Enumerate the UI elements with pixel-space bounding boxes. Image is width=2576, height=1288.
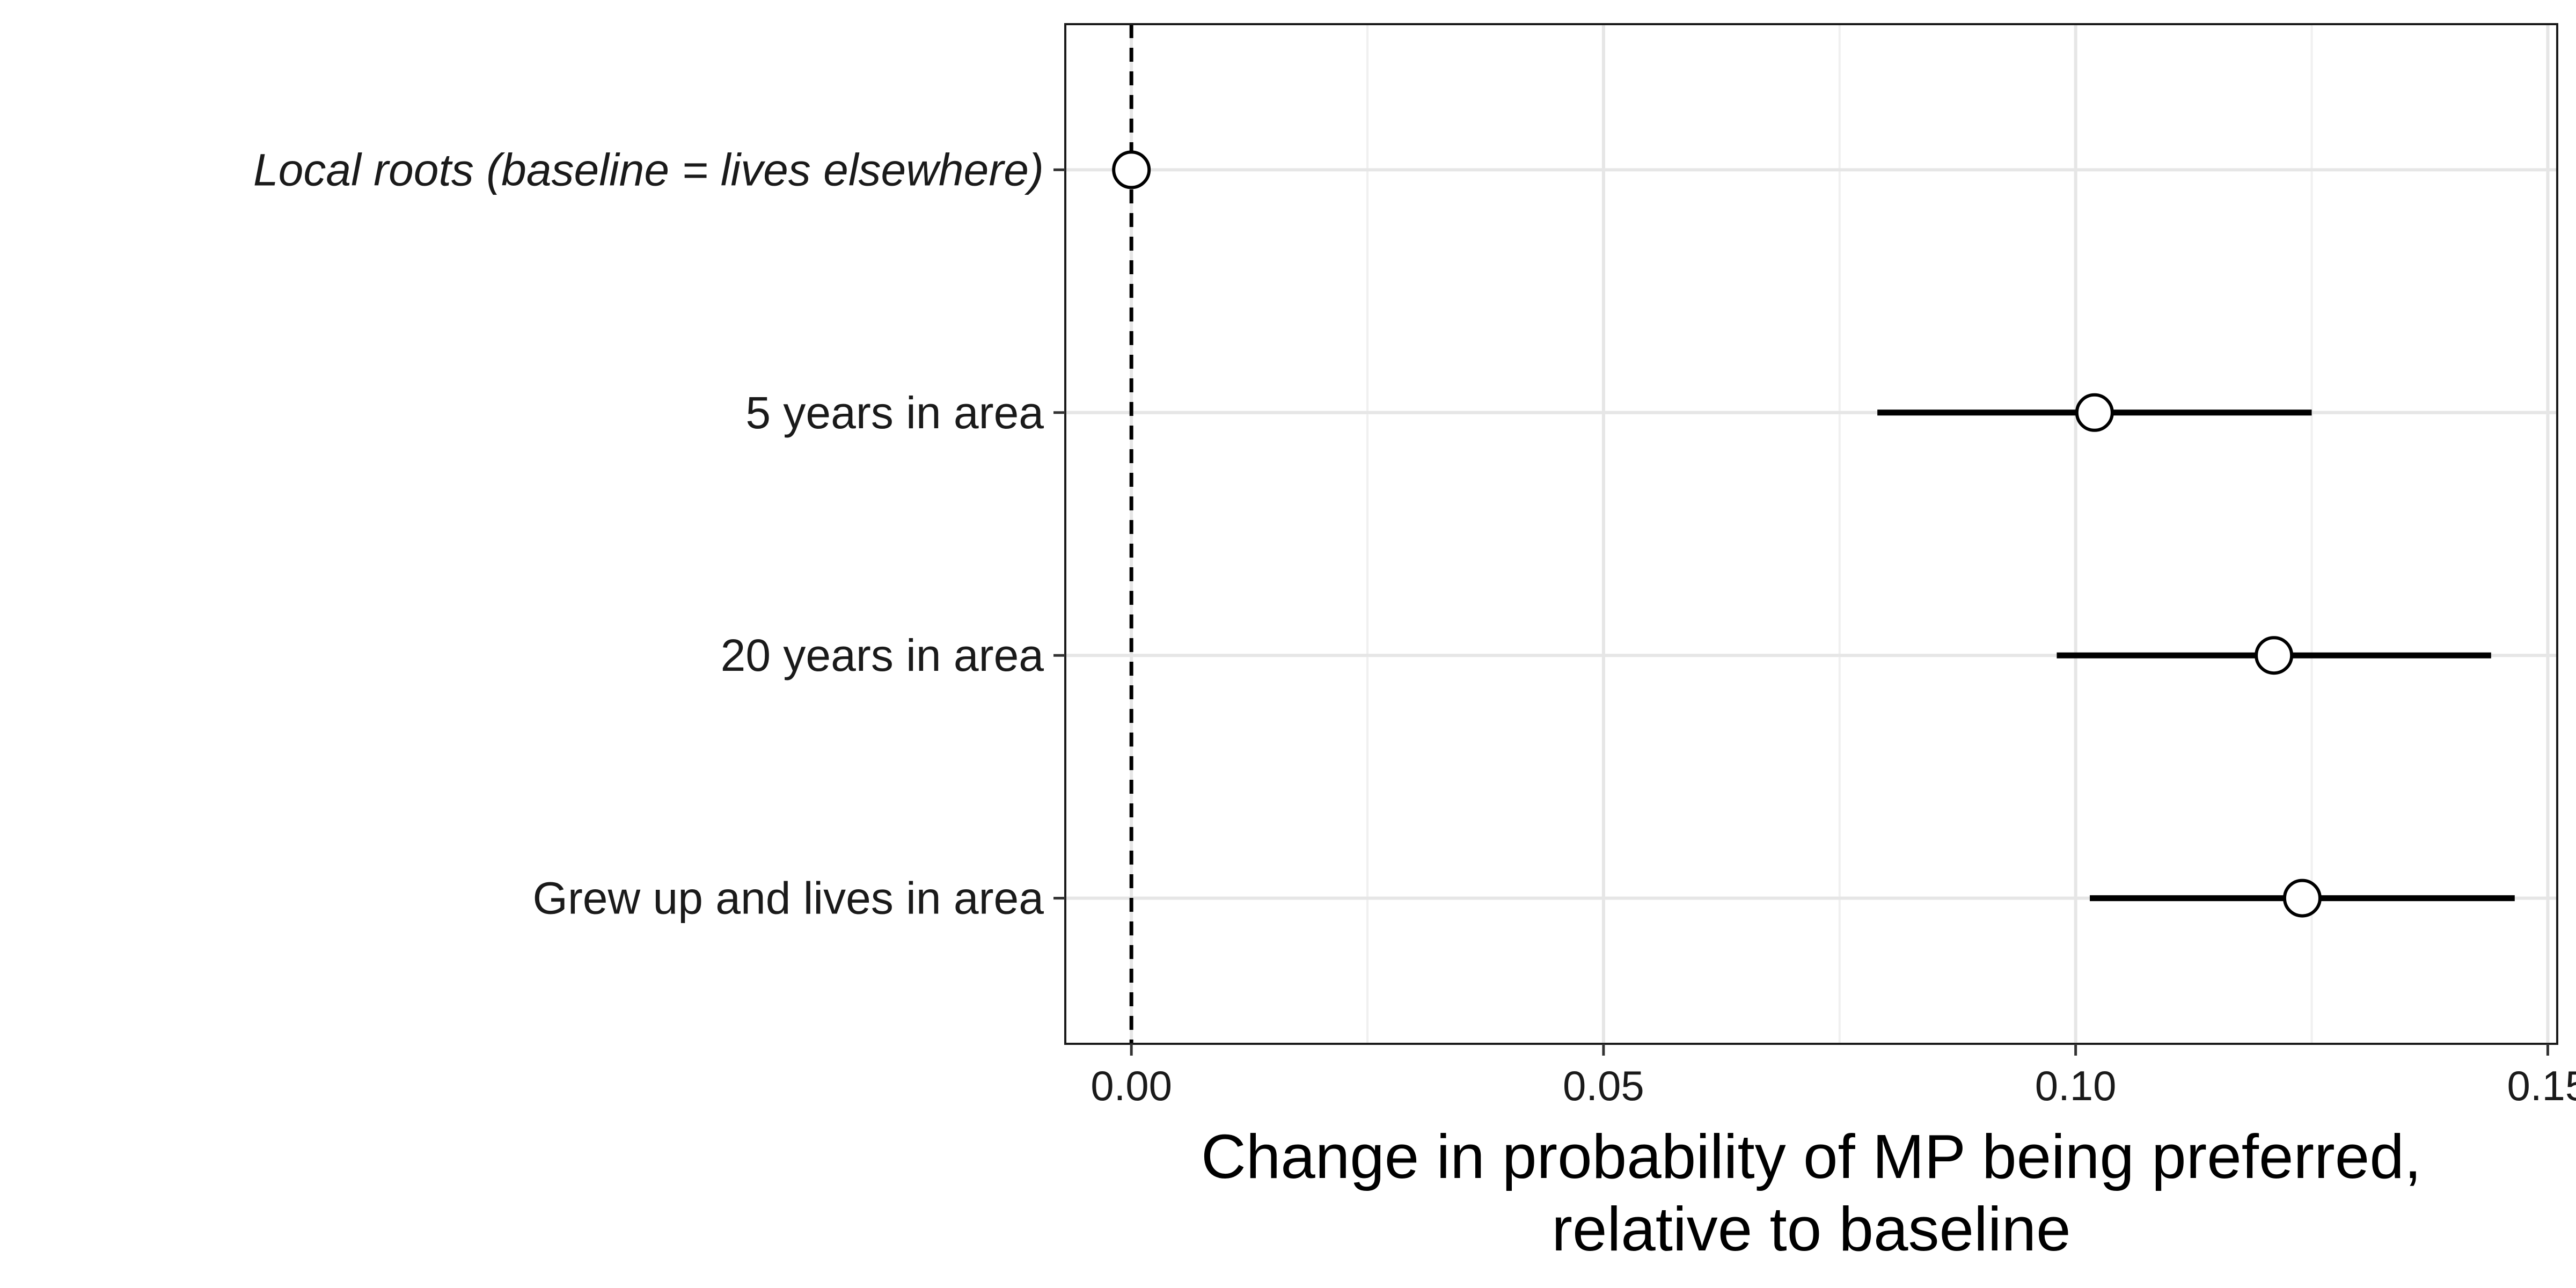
estimate-point bbox=[1112, 150, 1151, 189]
x-axis-title-line: relative to baseline bbox=[1552, 1194, 2070, 1264]
y-tick-label: 20 years in area bbox=[721, 630, 1044, 680]
estimate-points bbox=[1112, 150, 2322, 918]
x-tick-label: 0.00 bbox=[1091, 1062, 1172, 1109]
x-tick-label: 0.10 bbox=[2035, 1062, 2117, 1109]
plot-frame bbox=[1064, 23, 2558, 1045]
estimate-point bbox=[2282, 879, 2322, 918]
y-tick-label: 5 years in area bbox=[745, 387, 1044, 438]
axes bbox=[1053, 168, 2549, 1056]
y-tick-label: Grew up and lives in area bbox=[532, 873, 1044, 924]
estimate-point bbox=[2075, 393, 2114, 432]
axis-labels: Local roots (baseline = lives elsewhere)… bbox=[253, 144, 2576, 1264]
estimate-point bbox=[2255, 636, 2294, 675]
x-tick-label: 0.15 bbox=[2507, 1062, 2576, 1109]
x-tick-label: 0.05 bbox=[1563, 1062, 1644, 1109]
y-tick-label: Local roots (baseline = lives elsewhere) bbox=[253, 144, 1044, 195]
x-axis-title-line: Change in probability of MP being prefer… bbox=[1201, 1122, 2421, 1191]
